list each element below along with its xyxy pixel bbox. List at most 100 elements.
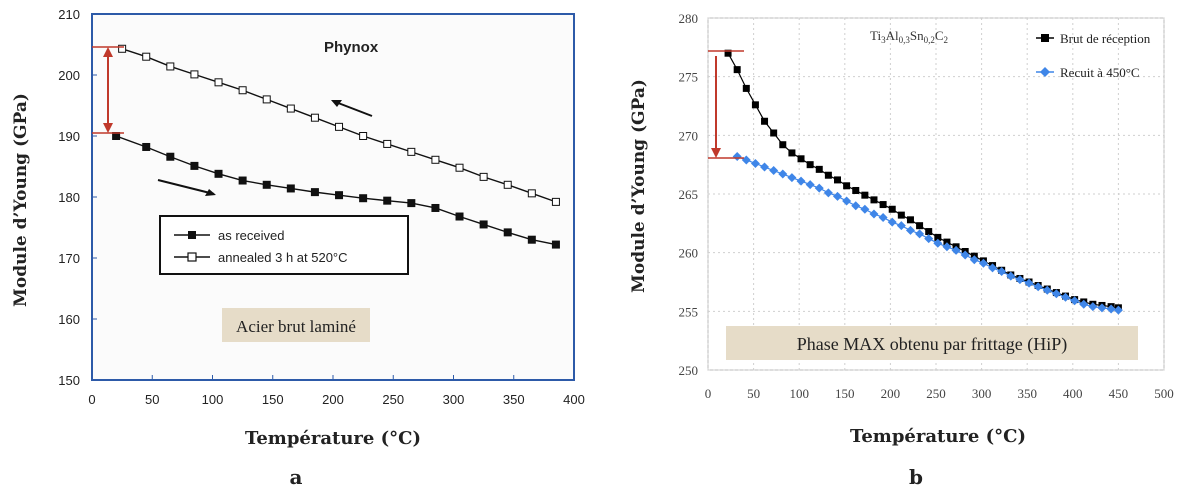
chart-b-y-tick-label: 265 bbox=[679, 187, 699, 202]
chart-a-point bbox=[238, 86, 247, 95]
chart-a-point bbox=[359, 194, 368, 203]
chart-a-y-tick-label: 150 bbox=[58, 373, 80, 388]
chart-b-point-brut bbox=[906, 216, 914, 224]
chart-b-point-recuit bbox=[869, 209, 879, 219]
chart-b-point-recuit bbox=[978, 258, 988, 268]
chart-a-point bbox=[407, 199, 416, 208]
chart-b-point-brut bbox=[916, 222, 924, 230]
chart-b-point-recuit bbox=[760, 162, 770, 172]
chart-b-point-recuit bbox=[960, 250, 970, 260]
chart-a-y-tick-label: 170 bbox=[58, 251, 80, 266]
chart-a-point bbox=[551, 240, 560, 249]
chart-a-point bbox=[238, 176, 247, 185]
chart-b-point-brut bbox=[733, 66, 741, 74]
chart-a-point bbox=[383, 139, 392, 148]
chart-a-legend-box bbox=[159, 215, 409, 275]
chart-b-point-recuit bbox=[933, 238, 943, 248]
chart-b-point-recuit bbox=[942, 242, 952, 252]
chart-b-x-tick-label: 500 bbox=[1154, 386, 1174, 401]
chart-a-ticks: 0 50 100 150 200 250 300 350 400 150 160 170 180 190 2… bbox=[58, 7, 585, 407]
chart-a-title: Phynox bbox=[324, 39, 379, 56]
chart-b-point-brut bbox=[861, 191, 869, 199]
chart-b-point-recuit bbox=[769, 166, 779, 176]
legend-label-brut: Brut de réception bbox=[1060, 31, 1151, 46]
chart-b-point-recuit bbox=[796, 176, 806, 186]
chart-b-point-recuit bbox=[896, 221, 906, 231]
chart-b-point-recuit bbox=[805, 180, 815, 190]
chart-a-x-axis-title: Température (°C) bbox=[245, 428, 421, 449]
chart-b-point-recuit bbox=[905, 225, 915, 235]
chart-a-y-tick-label: 200 bbox=[58, 68, 80, 83]
chart-b-point-recuit bbox=[1113, 305, 1123, 315]
chart-b-point-recuit bbox=[1070, 296, 1080, 306]
chart-b-x-tick-label: 350 bbox=[1017, 386, 1037, 401]
chart-b-y-tick-label: 260 bbox=[679, 246, 699, 261]
chart-b-point-recuit bbox=[1015, 275, 1025, 285]
chart-a-point bbox=[407, 147, 416, 156]
chart-a-point bbox=[214, 169, 223, 178]
chart-a-legend: as received annealed 3 h at 520°C bbox=[159, 215, 409, 275]
chart-b-point-brut bbox=[897, 211, 905, 219]
legend-marker-brut bbox=[1041, 34, 1049, 42]
chart-b-point-recuit bbox=[1097, 303, 1107, 313]
chart-b-point-recuit bbox=[924, 234, 934, 244]
chart-b-point-brut bbox=[815, 165, 823, 173]
chart-a-point bbox=[479, 172, 488, 181]
chart-b-point-recuit bbox=[997, 266, 1007, 276]
chart-a-y-tick-label: 210 bbox=[58, 7, 80, 22]
chart-b-caption: Phase MAX obtenu par frittage (HiP) bbox=[797, 334, 1067, 355]
chart-a-x-tick-label: 350 bbox=[503, 392, 525, 407]
chart-a-x-tick-label: 250 bbox=[382, 392, 404, 407]
chart-b-point-recuit bbox=[778, 169, 788, 179]
chart-b-point-brut bbox=[761, 117, 769, 125]
legend-marker-recuit bbox=[1040, 67, 1050, 77]
legend-marker-as-received bbox=[188, 231, 196, 239]
chart-b-x-tick-label: 200 bbox=[881, 386, 901, 401]
chart-b-title: Ti3Al0,3Sn0,2C2 bbox=[870, 28, 948, 45]
chart-b-series bbox=[724, 49, 1123, 315]
chart-b: 0 50 100 150 200 250 300 350 400 450 500 250 255 260 2… bbox=[629, 11, 1174, 489]
chart-a-point bbox=[262, 95, 271, 104]
chart-b-y-tick-label: 250 bbox=[679, 363, 699, 378]
chart-b-point-brut bbox=[852, 186, 860, 194]
chart-a-point bbox=[190, 161, 199, 170]
chart-b-ticks: 0 50 100 150 200 250 300 350 400 450 500 250 255 260 2… bbox=[679, 11, 1174, 401]
chart-b-point-brut bbox=[797, 155, 805, 163]
chart-a-x-tick-label: 400 bbox=[563, 392, 585, 407]
chart-b-point-recuit bbox=[750, 158, 760, 168]
chart-b-point-brut bbox=[806, 161, 814, 169]
chart-a-point bbox=[335, 122, 344, 131]
chart-b-x-axis-title: Température (°C) bbox=[850, 426, 1026, 447]
chart-b-point-recuit bbox=[1079, 299, 1089, 309]
chart-b-point-recuit bbox=[860, 204, 870, 214]
chart-a-point bbox=[527, 189, 536, 198]
chart-a-point bbox=[310, 188, 319, 197]
chart-b-point-brut bbox=[724, 49, 732, 57]
chart-b-point-brut bbox=[925, 228, 933, 236]
chart-b-point-recuit bbox=[787, 173, 797, 183]
chart-b-point-recuit bbox=[887, 217, 897, 227]
chart-a-point bbox=[142, 142, 151, 151]
chart-a-gap-arrowhead-down bbox=[103, 123, 113, 133]
chart-a-y-tick-label: 190 bbox=[58, 129, 80, 144]
chart-b-point-brut bbox=[742, 84, 750, 92]
chart-a-point bbox=[383, 196, 392, 205]
chart-b-point-brut bbox=[888, 205, 896, 213]
chart-b-point-recuit bbox=[833, 191, 843, 201]
chart-b-y-axis-title: Module d’Young (GPa) bbox=[629, 79, 649, 293]
chart-a-heating-arrow bbox=[157, 179, 215, 195]
chart-b-point-recuit bbox=[1006, 271, 1016, 281]
chart-b-point-brut bbox=[751, 101, 759, 109]
chart-b-point-recuit bbox=[915, 229, 925, 239]
chart-b-x-tick-label: 250 bbox=[926, 386, 946, 401]
chart-a-cooling-arrowhead bbox=[331, 100, 342, 107]
chart-a-point bbox=[335, 191, 344, 200]
chart-b-point-brut bbox=[770, 129, 778, 137]
chart-b-point-recuit bbox=[1088, 302, 1098, 312]
chart-a-point bbox=[166, 152, 175, 161]
chart-b-point-recuit bbox=[823, 188, 833, 198]
chart-a-point bbox=[503, 180, 512, 189]
chart-a-x-tick-label: 0 bbox=[88, 392, 95, 407]
chart-b-point-brut bbox=[943, 238, 951, 246]
chart-a-point bbox=[310, 113, 319, 122]
